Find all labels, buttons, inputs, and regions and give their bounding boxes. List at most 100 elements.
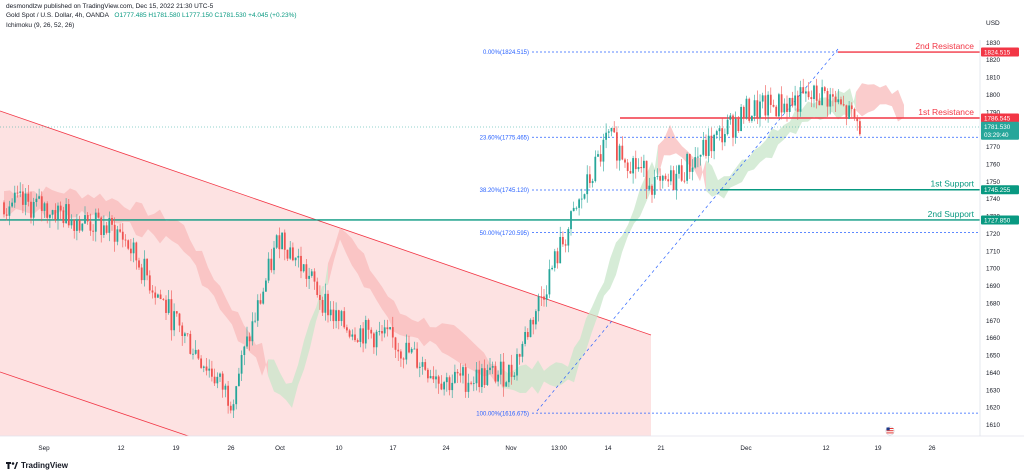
- candle-body: [40, 196, 43, 211]
- candle-body: [548, 269, 551, 295]
- candle-body: [100, 217, 103, 235]
- candle-body: [267, 258, 270, 281]
- price-tick-label: 1830: [986, 40, 1001, 47]
- candle-body: [70, 219, 73, 226]
- time-axis[interactable]: Sep 12 19 26 Oct 10 17 24 Nov 13:00 14 21 Dec 12 19 26: [38, 445, 936, 452]
- candle-body: [618, 145, 621, 161]
- candle-body: [105, 225, 108, 233]
- cloud-segment: [322, 263, 328, 303]
- candle-body: [626, 162, 629, 172]
- tradingview-logo[interactable]: TradingView: [6, 461, 68, 470]
- candle-body: [518, 354, 521, 357]
- cloud-segment: [556, 362, 562, 387]
- candle-body: [170, 299, 173, 331]
- candle-body: [94, 212, 97, 232]
- candle-body: [332, 309, 335, 322]
- price-tick-label: 1670: [986, 318, 1001, 325]
- cloud-segment: [166, 220, 172, 241]
- cloud-segment: [868, 84, 874, 113]
- candle-body: [159, 294, 162, 300]
- candle-body: [535, 311, 537, 325]
- symbol-row: Gold Spot / U.S. Dollar, 4h, OANDA O1777…: [6, 12, 297, 19]
- cloud-segment: [358, 248, 364, 288]
- candle-body: [764, 95, 767, 116]
- candle-body: [616, 132, 618, 161]
- candle-body: [337, 310, 340, 322]
- candle-body: [505, 382, 508, 387]
- candle-body: [591, 181, 594, 184]
- fib-level-label: 100.00%(1616.675): [476, 411, 529, 417]
- price-tick-label: 1660: [986, 335, 1001, 342]
- cloud-segment: [730, 167, 736, 188]
- candle-body: [256, 300, 259, 321]
- price-tick-label: 1800: [986, 92, 1001, 99]
- cloud-segment: [106, 198, 112, 223]
- candle-body: [127, 240, 130, 249]
- level-price-text: 1745.255: [984, 187, 1011, 194]
- cloud-segment: [898, 89, 904, 122]
- time-tick-label: 26: [928, 445, 936, 452]
- candle-body: [211, 368, 213, 377]
- level-price-text: 1786.545: [984, 115, 1011, 122]
- candle-body: [111, 217, 113, 225]
- candle-body: [508, 364, 510, 383]
- candle-body: [370, 329, 373, 334]
- candle-body: [327, 293, 329, 316]
- candle-body: [597, 154, 599, 157]
- cloud-segment: [808, 101, 814, 122]
- cloud-segment: [394, 300, 400, 335]
- candle-body: [578, 199, 580, 208]
- candle-body: [351, 334, 354, 337]
- candle-body: [829, 94, 832, 107]
- cloud-segment: [592, 293, 598, 332]
- candle-body: [432, 376, 435, 380]
- candle-body: [632, 158, 634, 174]
- price-axis[interactable]: 1610 1620 1630 1640 1650 1660 1670 1680 1690 1700…: [986, 40, 1001, 429]
- cloud-segment: [526, 364, 532, 393]
- candle-body: [683, 180, 686, 182]
- price-tick-label: 1810: [986, 75, 1001, 82]
- cloud-segment: [280, 372, 286, 400]
- time-tick-label: Nov: [505, 445, 517, 452]
- candle-body: [675, 173, 678, 191]
- candle-body: [84, 215, 86, 224]
- candle-body: [427, 369, 429, 379]
- candle-body: [572, 207, 575, 212]
- price-tick-label: 1610: [986, 422, 1001, 429]
- candle-body: [413, 348, 416, 350]
- cloud-segment: [574, 339, 580, 383]
- candle-body: [437, 376, 440, 384]
- candle-body: [367, 319, 370, 330]
- candle-body: [335, 310, 337, 322]
- candle-body: [108, 217, 111, 233]
- cloud-segment: [880, 85, 886, 105]
- candle-body: [759, 101, 761, 118]
- candle-body: [850, 105, 853, 110]
- candle-body: [386, 327, 389, 330]
- cloud-segment: [886, 85, 892, 107]
- cloud-segment: [112, 198, 118, 224]
- candle-body: [456, 371, 459, 374]
- indicator-legend[interactable]: Ichimoku (9, 26, 52, 26): [6, 22, 75, 29]
- candle-body: [283, 232, 286, 250]
- candle-body: [834, 96, 837, 103]
- candle-body: [243, 346, 246, 356]
- cloud-segment: [262, 342, 268, 376]
- candle-body: [497, 374, 499, 382]
- symbol-title[interactable]: Gold Spot / U.S. Dollar, 4h, OANDA: [6, 12, 109, 19]
- candlestick-series: [3, 78, 861, 419]
- candle-body: [564, 244, 567, 246]
- time-tick-label: 24: [442, 445, 450, 452]
- candle-body: [194, 349, 197, 354]
- us-flag-event-icon[interactable]: [885, 426, 895, 436]
- cloud-segment: [598, 282, 604, 316]
- candle-body: [815, 85, 818, 101]
- candle-body: [807, 91, 810, 98]
- candle-body: [721, 128, 724, 143]
- candle-body: [146, 258, 148, 276]
- cloud-segment: [238, 312, 244, 345]
- candle-body: [713, 134, 715, 152]
- candle-body: [769, 94, 772, 105]
- time-tick-label: 14: [604, 445, 612, 452]
